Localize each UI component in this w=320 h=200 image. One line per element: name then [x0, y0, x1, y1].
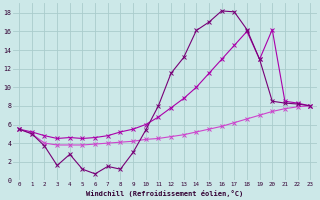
- X-axis label: Windchill (Refroidissement éolien,°C): Windchill (Refroidissement éolien,°C): [86, 190, 243, 197]
